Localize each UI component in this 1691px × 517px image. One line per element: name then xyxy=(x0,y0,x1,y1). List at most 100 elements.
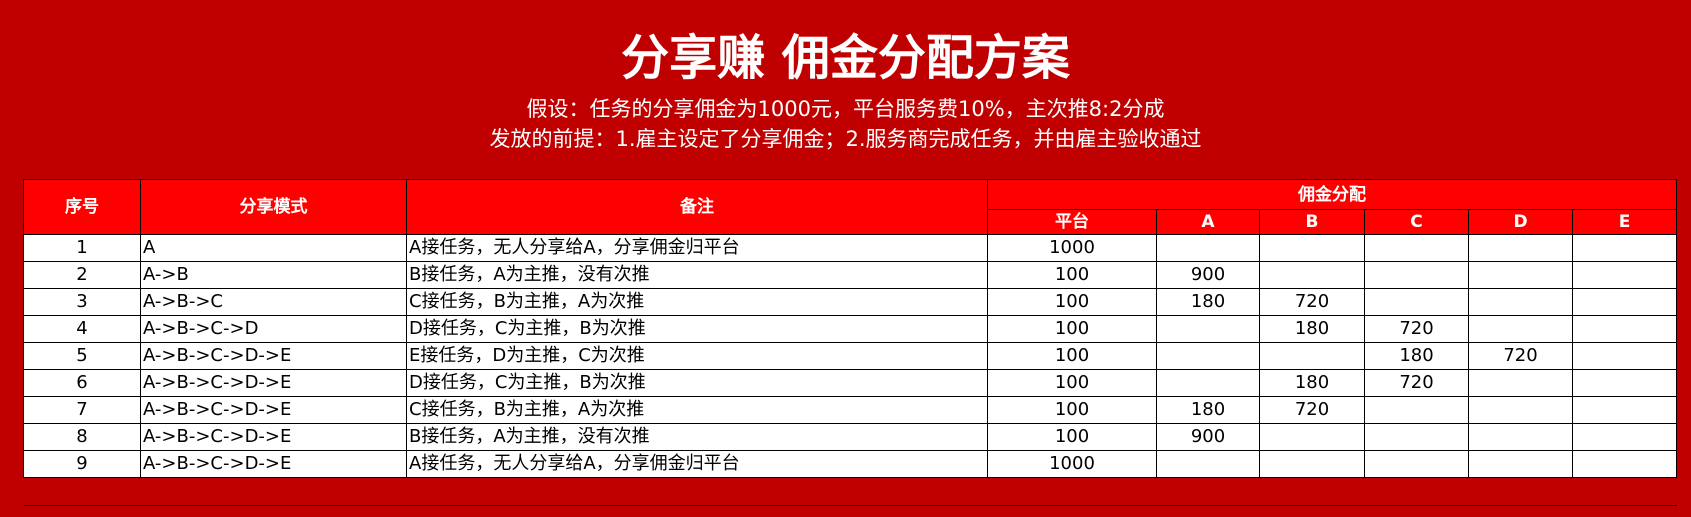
subtitle-assumption: 假设：任务的分享佣金为1000元，平台服务费10%，主次推8:2分成 xyxy=(526,97,1165,121)
cell-amount: 180 xyxy=(1259,315,1365,343)
cell-amount: 900 xyxy=(1156,261,1260,289)
table-row: 9 A->B->C->D->E A接任务，无人分享给A，分享佣金归平台 1000 xyxy=(23,450,1677,478)
cell-amount: 100 xyxy=(987,396,1157,424)
cell-note: A接任务，无人分享给A，分享佣金归平台 xyxy=(406,450,988,478)
table-row: 2 A->B B接任务，A为主推，没有次推 100 900 xyxy=(23,261,1677,289)
cell-index: 9 xyxy=(23,450,141,478)
table-row: 7 A->B->C->D->E C接任务，B为主推，A为次推 100 180 720 xyxy=(23,396,1677,424)
cell-amount: 720 xyxy=(1364,369,1469,397)
cell-mode: A->B->C->D->E xyxy=(140,423,407,451)
cell-amount xyxy=(1572,315,1677,343)
header-index: 序号 xyxy=(23,179,141,235)
header-commission: 佣金分配 xyxy=(987,179,1677,210)
cell-index: 1 xyxy=(23,234,141,262)
cell-amount xyxy=(1364,288,1469,316)
cell-amount xyxy=(1468,234,1573,262)
cell-amount xyxy=(1259,261,1365,289)
cell-amount xyxy=(1364,396,1469,424)
cell-amount xyxy=(1572,450,1677,478)
cell-amount xyxy=(1156,369,1260,397)
cell-amount xyxy=(1572,396,1677,424)
cell-index: 8 xyxy=(23,423,141,451)
cell-amount: 900 xyxy=(1156,423,1260,451)
cell-note: D接任务，C为主推，B为次推 xyxy=(406,315,988,343)
cell-mode: A->B->C xyxy=(140,288,407,316)
cell-mode: A->B->C->D xyxy=(140,315,407,343)
cell-mode: A->B xyxy=(140,261,407,289)
table-row: 1 A A接任务，无人分享给A，分享佣金归平台 1000 xyxy=(23,234,1677,262)
cell-amount xyxy=(1572,288,1677,316)
cell-amount: 100 xyxy=(987,315,1157,343)
cell-amount xyxy=(1364,234,1469,262)
cell-amount: 180 xyxy=(1156,396,1260,424)
cell-index: 7 xyxy=(23,396,141,424)
cell-amount: 1000 xyxy=(987,450,1157,478)
header-a: A xyxy=(1156,209,1260,235)
table-footer xyxy=(23,477,1677,506)
header-c: C xyxy=(1364,209,1469,235)
cell-mode: A->B->C->D->E xyxy=(140,369,407,397)
cell-amount xyxy=(1468,423,1573,451)
cell-amount xyxy=(1156,450,1260,478)
cell-amount: 100 xyxy=(987,288,1157,316)
cell-amount xyxy=(1259,450,1365,478)
cell-amount xyxy=(1156,315,1260,343)
header-b: B xyxy=(1259,209,1365,235)
table-row: 5 A->B->C->D->E E接任务，D为主推，C为次推 100 180 720 xyxy=(23,342,1677,370)
cell-index: 6 xyxy=(23,369,141,397)
cell-amount: 100 xyxy=(987,342,1157,370)
cell-amount xyxy=(1259,423,1365,451)
cell-amount xyxy=(1364,423,1469,451)
cell-amount: 180 xyxy=(1156,288,1260,316)
header-platform: 平台 xyxy=(987,209,1157,235)
cell-note: C接任务，B为主推，A为次推 xyxy=(406,396,988,424)
cell-amount xyxy=(1364,261,1469,289)
cell-amount xyxy=(1468,369,1573,397)
cell-mode: A->B->C->D->E xyxy=(140,450,407,478)
cell-amount: 180 xyxy=(1364,342,1469,370)
cell-note: B接任务，A为主推，没有次推 xyxy=(406,261,988,289)
cell-mode: A xyxy=(140,234,407,262)
table-row: 3 A->B->C C接任务，B为主推，A为次推 100 180 720 xyxy=(23,288,1677,316)
table-row: 6 A->B->C->D->E D接任务，C为主推，B为次推 100 180 720 xyxy=(23,369,1677,397)
cell-amount xyxy=(1572,342,1677,370)
cell-amount xyxy=(1468,315,1573,343)
cell-amount: 720 xyxy=(1259,288,1365,316)
cell-note: D接任务，C为主推，B为次推 xyxy=(406,369,988,397)
cell-amount xyxy=(1572,234,1677,262)
cell-index: 5 xyxy=(23,342,141,370)
cell-amount xyxy=(1156,234,1260,262)
cell-amount xyxy=(1572,261,1677,289)
cell-index: 2 xyxy=(23,261,141,289)
cell-note: C接任务，B为主推，A为次推 xyxy=(406,288,988,316)
cell-amount: 720 xyxy=(1364,315,1469,343)
header-mode: 分享模式 xyxy=(140,179,407,235)
cell-note: A接任务，无人分享给A，分享佣金归平台 xyxy=(406,234,988,262)
cell-mode: A->B->C->D->E xyxy=(140,396,407,424)
commission-table: 序号 分享模式 备注 佣金分配 平台 A B C D E 1 A A接任务，无人分享给A，分享… xyxy=(23,179,1677,506)
cell-amount xyxy=(1259,342,1365,370)
cell-amount xyxy=(1572,369,1677,397)
cell-amount xyxy=(1259,234,1365,262)
header-note: 备注 xyxy=(406,179,988,235)
cell-mode: A->B->C->D->E xyxy=(140,342,407,370)
table-row: 8 A->B->C->D->E B接任务，A为主推，没有次推 100 900 xyxy=(23,423,1677,451)
cell-amount xyxy=(1364,450,1469,478)
cell-amount: 100 xyxy=(987,423,1157,451)
cell-note: B接任务，A为主推，没有次推 xyxy=(406,423,988,451)
cell-amount: 180 xyxy=(1259,369,1365,397)
header-d: D xyxy=(1468,209,1573,235)
cell-note: E接任务，D为主推，C为次推 xyxy=(406,342,988,370)
cell-amount: 100 xyxy=(987,261,1157,289)
cell-amount xyxy=(1468,288,1573,316)
cell-amount: 720 xyxy=(1468,342,1573,370)
cell-amount xyxy=(1468,396,1573,424)
cell-amount xyxy=(1468,450,1573,478)
header-e: E xyxy=(1572,209,1677,235)
cell-amount: 100 xyxy=(987,369,1157,397)
cell-amount xyxy=(1156,342,1260,370)
cell-amount: 1000 xyxy=(987,234,1157,262)
subtitle-premise: 发放的前提：1.雇主设定了分享佣金；2.服务商完成任务，并由雇主验收通过 xyxy=(489,127,1202,151)
cell-amount xyxy=(1572,423,1677,451)
page-title: 分享赚 佣金分配方案 xyxy=(621,30,1070,86)
